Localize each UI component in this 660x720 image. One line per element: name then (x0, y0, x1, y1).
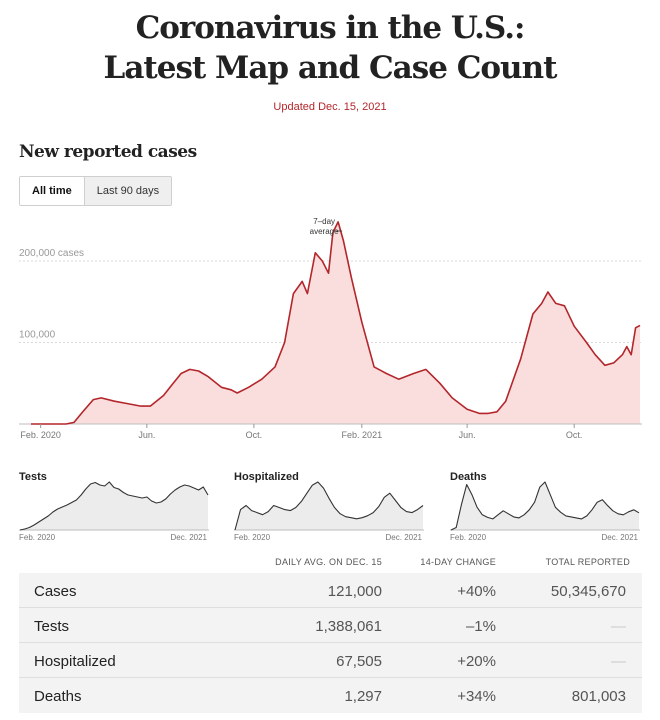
small-area (235, 482, 423, 530)
section-title: New reported cases (19, 142, 197, 162)
deaths-chart-title: Deaths (450, 471, 487, 483)
tests-chart-title: Tests (19, 471, 47, 483)
x-tick-label: Dec. 2021 (386, 533, 423, 542)
total-header: TOTAL REPORTED (545, 557, 630, 567)
tests-chart: Feb. 2020 Dec. 2021 (19, 481, 209, 542)
table-row: Deaths 1,297 +34% 801,003 (19, 678, 642, 713)
x-tick-label: Dec. 2021 (602, 533, 639, 542)
y-tick-label: 200,000 cases (19, 248, 84, 259)
x-tick-label: Feb. 2020 (20, 430, 61, 440)
row-total: — (611, 618, 626, 635)
summary-table: Cases 121,000 +40% 50,345,670 Tests 1,38… (19, 573, 642, 713)
updated-timestamp: Updated Dec. 15, 2021 (273, 101, 387, 113)
row-daily-avg: 121,000 (327, 583, 382, 600)
hospitalized-chart: Feb. 2020 Dec. 2021 (234, 481, 424, 542)
title-line-1: Coronavirus in the U.S.: (135, 10, 526, 46)
x-tick-label: Feb. 2020 (19, 533, 56, 542)
new-cases-chart: 200,000 cases 100,000 Feb. 2020 Jun. Oct. Feb… (19, 217, 642, 440)
row-change: +40% (457, 583, 496, 600)
row-total: 50,345,670 (550, 583, 626, 600)
small-line (234, 481, 424, 531)
row-change: +20% (457, 653, 496, 670)
x-tick-label: Feb. 2020 (234, 533, 271, 542)
deaths-chart: Feb. 2020 Dec. 2021 (450, 481, 640, 542)
x-tick-label: Oct. (246, 430, 263, 440)
table-row: Cases 121,000 +40% 50,345,670 (19, 573, 642, 608)
last-90-days-button[interactable]: Last 90 days (84, 177, 172, 205)
table-row: Hospitalized 67,505 +20% — (19, 643, 642, 678)
row-daily-avg: 67,505 (336, 653, 382, 670)
title-line-2: Latest Map and Case Count (103, 50, 558, 86)
x-tick-label: Jun. (459, 430, 476, 440)
time-range-toggle: All time Last 90 days (19, 176, 173, 206)
annotation-label: average (310, 227, 339, 236)
page-title: Coronavirus in the U.S.: Latest Map and … (0, 8, 660, 88)
daily-avg-header: DAILY AVG. ON DEC. 15 (275, 557, 382, 567)
row-label: Cases (34, 583, 77, 600)
row-total: 801,003 (571, 688, 626, 705)
small-line (19, 481, 209, 531)
x-tick-label: Jun. (138, 430, 155, 440)
table-row: Tests 1,388,061 –1% — (19, 608, 642, 643)
small-area (20, 482, 208, 530)
cases-area (31, 221, 640, 424)
small-area (451, 482, 639, 530)
row-daily-avg: 1,297 (344, 688, 382, 705)
hospitalized-chart-title: Hospitalized (234, 471, 299, 483)
row-change: –1% (465, 618, 496, 635)
x-tick-label: Dec. 2021 (171, 533, 208, 542)
all-time-button[interactable]: All time (20, 177, 85, 205)
small-line (450, 481, 640, 531)
row-label: Hospitalized (34, 653, 116, 670)
row-change: +34% (457, 688, 496, 705)
row-total: — (611, 653, 626, 670)
row-label: Deaths (34, 688, 82, 705)
row-label: Tests (34, 618, 70, 635)
annotation-label: 7–day (313, 217, 335, 226)
x-tick-label: Oct. (566, 430, 583, 440)
x-tick-label: Feb. 2021 (342, 430, 383, 440)
change-header: 14-DAY CHANGE (420, 557, 496, 567)
row-daily-avg: 1,388,061 (315, 618, 382, 635)
y-tick-label: 100,000 (19, 330, 56, 341)
x-tick-label: Feb. 2020 (450, 533, 487, 542)
